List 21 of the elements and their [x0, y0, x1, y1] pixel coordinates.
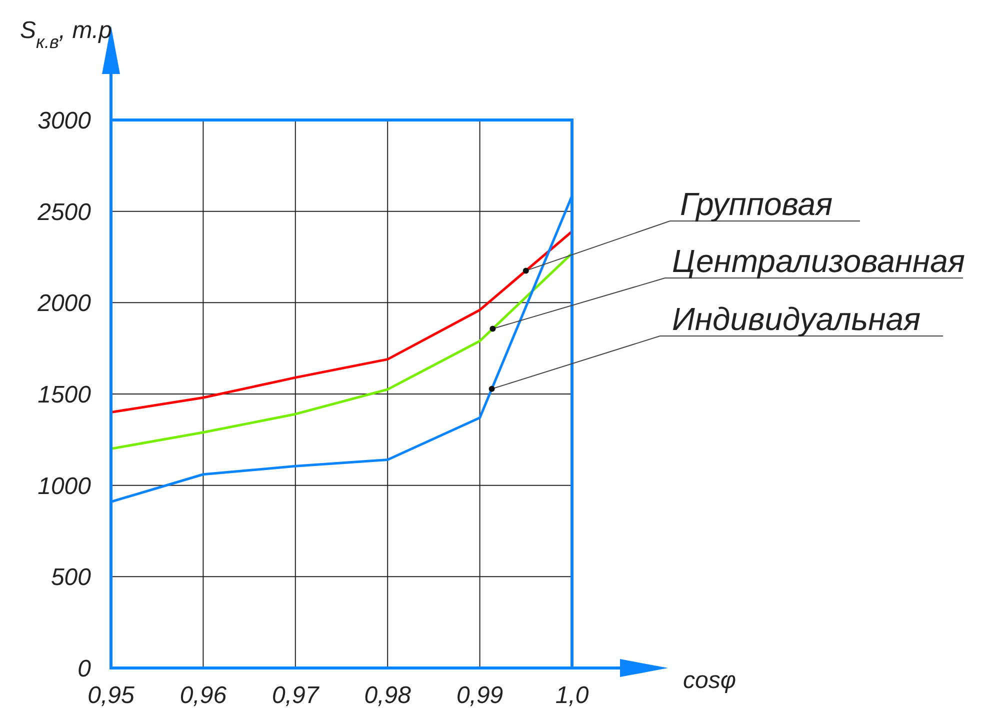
y-tick-label: 500	[50, 564, 92, 592]
y-tick-label: 0	[78, 656, 92, 683]
line-series	[111, 194, 572, 504]
x-tick-label: 0,97	[272, 682, 320, 710]
y-tick-label: 1500	[38, 382, 92, 409]
line-series	[111, 230, 572, 414]
x-tick-label: 0,99	[456, 682, 504, 710]
text: Групповая	[680, 186, 833, 222]
x-tick-label: 1,0	[555, 682, 590, 710]
x-axis-title: cosφ	[683, 667, 736, 694]
y-tick-label: 2000	[36, 290, 92, 318]
text: Централизованная	[672, 243, 965, 279]
y-tick-label: 3000	[38, 108, 92, 135]
y-tick-label: 2500	[36, 198, 92, 226]
x-tick-label: 0,98	[364, 682, 412, 710]
y-tick-label: 1000	[38, 472, 92, 500]
text: Индивидуальная	[672, 301, 921, 337]
x-tick-label: 0,96	[180, 682, 228, 710]
x-tick-label: 0,95	[88, 682, 136, 710]
line-series	[111, 252, 572, 450]
y-axis-title: S$_{к.в}$, т.р	[20, 17, 112, 52]
